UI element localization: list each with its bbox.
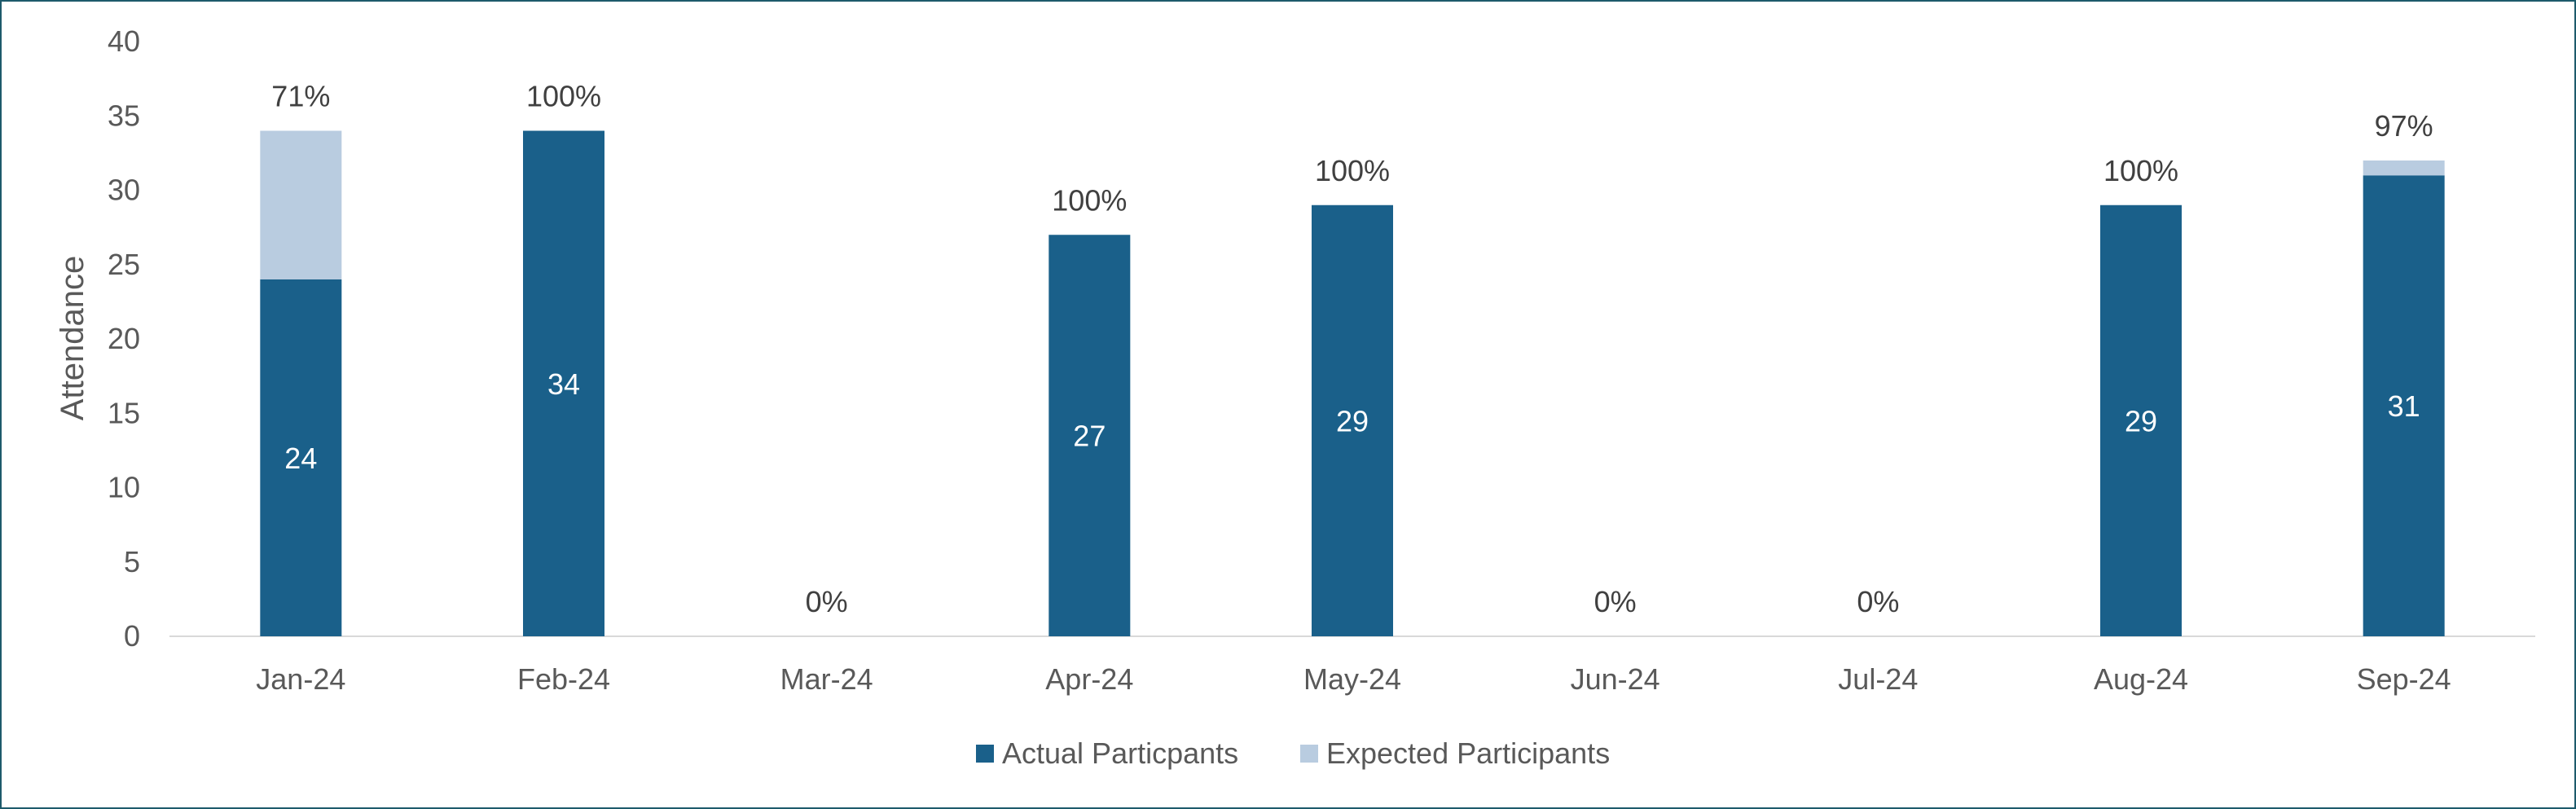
bars: 24 71% 34 100% 0% 27 100% 29 100% 0% 0% 29 100% 31 97% <box>260 80 2445 636</box>
bar-actual-participants <box>523 130 604 636</box>
y-tick-label: 25 <box>108 248 140 281</box>
bar-percentage-label: 0% <box>1857 585 1899 618</box>
x-tick-label: Aug-24 <box>2094 662 2188 696</box>
x-tick-label: Feb-24 <box>517 662 610 696</box>
bar-value-label: 29 <box>1336 404 1369 437</box>
bar-actual-participants <box>2100 204 2182 636</box>
y-tick-label: 30 <box>108 174 140 207</box>
bar-actual-participants <box>2363 175 2445 636</box>
x-tick-label: Sep-24 <box>2357 662 2451 696</box>
legend-swatch-actual <box>976 745 994 763</box>
bar-value-label: 29 <box>2125 404 2157 437</box>
y-tick-label: 0 <box>124 619 140 653</box>
x-tick-label: Jun-24 <box>1571 662 1660 696</box>
bar-percentage-label: 100% <box>1052 183 1127 217</box>
bar-value-label: 27 <box>1073 420 1106 453</box>
bar-value-label: 24 <box>284 442 317 475</box>
bar-actual-participants <box>1048 235 1131 636</box>
bar-actual-participants <box>1312 204 1393 636</box>
bar-expected-participants <box>2363 160 2445 176</box>
y-tick-label: 10 <box>108 471 140 504</box>
x-tick-label: Apr-24 <box>1045 662 1133 696</box>
y-tick-label: 35 <box>108 99 140 132</box>
legend-label-expected: Expected Participants <box>1326 736 1610 770</box>
bar-percentage-label: 100% <box>1315 154 1390 187</box>
y-tick-label: 20 <box>108 322 140 355</box>
x-tick-label: Jan-24 <box>256 662 345 696</box>
bar-percentage-label: 71% <box>271 80 330 113</box>
bar-percentage-label: 100% <box>526 80 601 113</box>
bar-expected-participants <box>260 130 342 279</box>
legend-swatch-expected <box>1300 745 1318 763</box>
legend-label-actual: Actual Particpants <box>1002 736 1238 770</box>
bar-percentage-label: 0% <box>806 585 848 618</box>
y-axis-title: Attendance <box>55 256 90 420</box>
x-tick-label: Jul-24 <box>1838 662 1918 696</box>
y-tick-label: 15 <box>108 396 140 429</box>
x-tick-label: Mar-24 <box>780 662 873 696</box>
y-tick-label: 5 <box>124 545 140 578</box>
x-tick-label: May-24 <box>1303 662 1401 696</box>
y-tick-label: 40 <box>108 24 140 58</box>
bar-value-label: 34 <box>547 367 580 401</box>
bar-percentage-label: 97% <box>2375 109 2433 143</box>
bar-percentage-label: 0% <box>1594 585 1637 618</box>
legend: Actual Particpants Expected Participants <box>976 736 1610 770</box>
bar-actual-participants <box>260 279 342 636</box>
x-axis-ticks: Jan-24 Feb-24 Mar-24 Apr-24 May-24 Jun-24 Jul-… <box>256 662 2451 696</box>
y-axis-ticks: 0 5 10 15 20 25 30 35 40 <box>108 24 140 653</box>
bar-percentage-label: 100% <box>2103 154 2178 187</box>
bar-value-label: 31 <box>2388 389 2420 423</box>
